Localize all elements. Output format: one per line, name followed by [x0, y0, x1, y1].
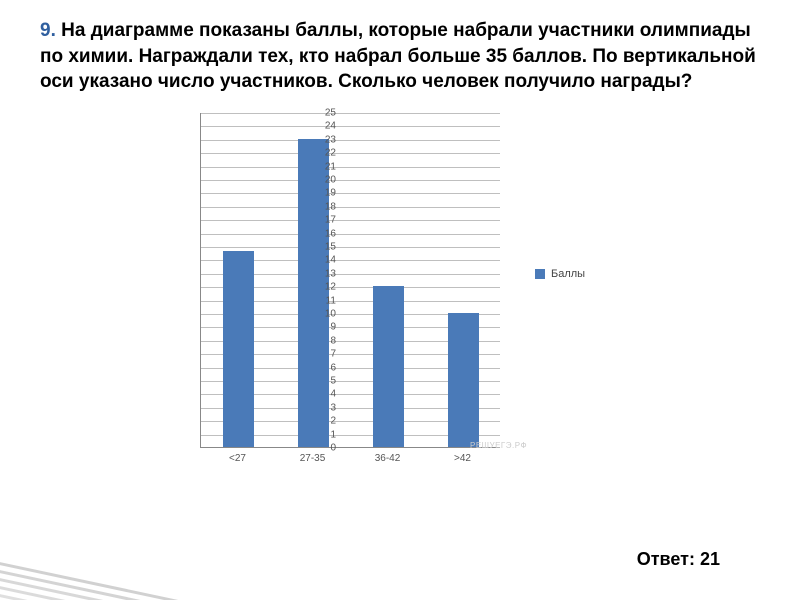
- bar: [223, 251, 255, 447]
- legend: Баллы: [535, 268, 585, 280]
- grid-line: [201, 140, 500, 141]
- grid-line: [201, 113, 500, 114]
- corner-decoration: [0, 520, 190, 600]
- grid-line: [201, 207, 500, 208]
- y-tick-label: 3: [306, 402, 336, 413]
- grid-line: [201, 220, 500, 221]
- y-tick-label: 20: [306, 174, 336, 185]
- y-tick-label: 22: [306, 148, 336, 159]
- y-tick-label: 5: [306, 375, 336, 386]
- bar: [448, 313, 480, 447]
- x-tick-label: 27-35: [300, 453, 326, 464]
- y-tick-label: 17: [306, 215, 336, 226]
- x-tick-label: <27: [229, 453, 246, 464]
- y-tick-label: 25: [306, 107, 336, 118]
- x-tick-label: 36-42: [375, 453, 401, 464]
- y-tick-label: 11: [306, 295, 336, 306]
- y-tick-label: 9: [306, 322, 336, 333]
- answer-value: 21: [700, 549, 720, 569]
- bar: [373, 286, 405, 447]
- plot-area: [200, 113, 500, 448]
- legend-swatch: [535, 269, 545, 279]
- y-tick-label: 13: [306, 268, 336, 279]
- grid-line: [201, 247, 500, 248]
- grid-line: [201, 153, 500, 154]
- chart: Баллы РЕШУЕГЭ.РФ 01234567891011121314151…: [160, 113, 640, 493]
- y-tick-label: 21: [306, 161, 336, 172]
- y-tick-label: 18: [306, 201, 336, 212]
- legend-label: Баллы: [551, 268, 585, 280]
- y-tick-label: 23: [306, 134, 336, 145]
- page: 9. На диаграмме показаны баллы, которые …: [0, 0, 800, 600]
- question-number: 9.: [40, 20, 56, 41]
- y-tick-label: 4: [306, 389, 336, 400]
- question-text: На диаграмме показаны баллы, которые наб…: [40, 20, 756, 92]
- y-tick-label: 14: [306, 255, 336, 266]
- y-tick-label: 12: [306, 282, 336, 293]
- grid-line: [201, 126, 500, 127]
- y-tick-label: 24: [306, 121, 336, 132]
- grid-line: [201, 234, 500, 235]
- y-tick-label: 1: [306, 429, 336, 440]
- grid-line: [201, 193, 500, 194]
- x-tick-label: >42: [454, 453, 471, 464]
- y-tick-label: 15: [306, 241, 336, 252]
- answer-label: Ответ:: [637, 549, 695, 569]
- y-tick-label: 2: [306, 416, 336, 427]
- question-block: 9. На диаграмме показаны баллы, которые …: [0, 0, 800, 103]
- watermark: РЕШУЕГЭ.РФ: [470, 441, 527, 450]
- answer: Ответ: 21: [637, 549, 720, 570]
- y-tick-label: 8: [306, 335, 336, 346]
- y-tick-label: 7: [306, 349, 336, 360]
- y-tick-label: 0: [306, 442, 336, 453]
- grid-line: [201, 167, 500, 168]
- grid-line: [201, 180, 500, 181]
- y-tick-label: 10: [306, 308, 336, 319]
- y-tick-label: 19: [306, 188, 336, 199]
- y-tick-label: 16: [306, 228, 336, 239]
- y-tick-label: 6: [306, 362, 336, 373]
